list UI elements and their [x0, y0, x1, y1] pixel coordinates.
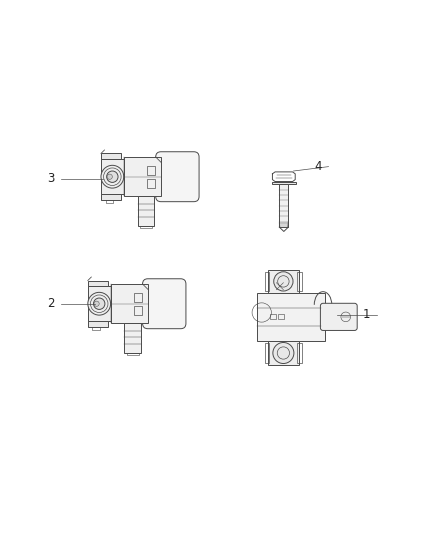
Circle shape [94, 298, 105, 310]
Bar [106, 200, 113, 203]
Bar [134, 306, 142, 314]
Bar [88, 321, 108, 327]
Bar [134, 293, 142, 302]
Bar [101, 154, 121, 159]
Bar [147, 166, 155, 174]
Bar [265, 272, 269, 290]
FancyBboxPatch shape [156, 152, 199, 201]
Bar [279, 184, 288, 227]
Text: 2: 2 [47, 297, 55, 310]
Bar [88, 286, 110, 321]
Bar [272, 182, 296, 184]
Bar [297, 272, 302, 290]
Bar [138, 197, 154, 226]
Circle shape [94, 301, 99, 306]
Circle shape [274, 272, 293, 291]
Circle shape [101, 165, 124, 188]
Bar [297, 343, 302, 363]
Bar [127, 353, 138, 356]
Bar [140, 226, 152, 229]
Bar [124, 157, 161, 197]
Bar [110, 284, 148, 324]
Bar [88, 280, 108, 286]
Text: 4: 4 [314, 160, 322, 173]
Bar [92, 327, 100, 330]
Bar [124, 324, 141, 353]
Text: 3: 3 [47, 172, 55, 185]
Bar [265, 343, 269, 363]
Bar [270, 314, 276, 319]
Bar [101, 194, 121, 200]
Circle shape [107, 171, 118, 182]
FancyBboxPatch shape [142, 279, 186, 329]
Circle shape [107, 174, 113, 179]
Bar [268, 341, 299, 365]
Bar [278, 314, 284, 319]
Circle shape [88, 292, 110, 315]
Bar [101, 159, 124, 194]
Bar [147, 179, 155, 188]
FancyBboxPatch shape [320, 303, 357, 330]
Bar [257, 293, 325, 341]
Circle shape [273, 343, 294, 364]
Bar [268, 270, 299, 293]
Text: 1: 1 [363, 308, 370, 321]
